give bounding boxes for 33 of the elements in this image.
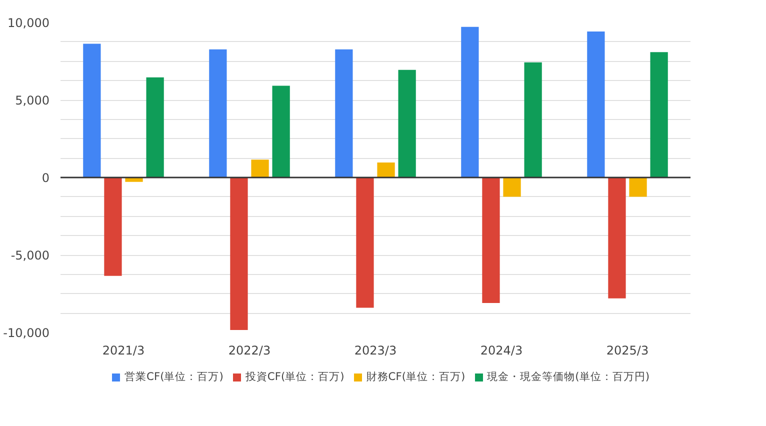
- bar: [650, 52, 668, 178]
- x-tick-label: 2021/3: [102, 344, 145, 358]
- bar: [335, 49, 353, 178]
- bar: [482, 178, 500, 304]
- y-tick-label: -5,000: [10, 248, 50, 262]
- bar: [230, 178, 248, 330]
- bar: [209, 49, 227, 178]
- bar: [272, 86, 290, 178]
- bar: [629, 178, 647, 197]
- bar: [608, 178, 626, 298]
- legend-label: 営業CF(単位：百万): [124, 370, 224, 384]
- bar: [461, 26, 479, 178]
- y-tick-label: -10,000: [3, 326, 50, 340]
- x-tick-label: 2025/3: [606, 344, 649, 358]
- bar: [104, 178, 122, 276]
- y-tick-label: 10,000: [8, 16, 50, 30]
- legend-label: 現金・現金等価物(単位：百万円): [487, 370, 650, 384]
- legend-label: 財務CF(単位：百万): [366, 370, 466, 384]
- bar: [146, 77, 164, 178]
- bar: [356, 178, 374, 308]
- bar: [587, 31, 605, 178]
- y-tick-label: 0: [42, 171, 50, 185]
- bar: [503, 178, 521, 197]
- bar: [377, 162, 395, 178]
- x-tick-label: 2024/3: [480, 344, 523, 358]
- x-tick-label: 2022/3: [228, 344, 271, 358]
- x-tick-label: 2023/3: [354, 344, 397, 358]
- bar: [398, 70, 416, 178]
- bar: [524, 62, 542, 178]
- y-tick-label: 5,000: [15, 94, 50, 108]
- legend-label: 投資CF(単位：百万): [245, 370, 344, 384]
- bar: [251, 160, 269, 178]
- bar: [83, 44, 101, 178]
